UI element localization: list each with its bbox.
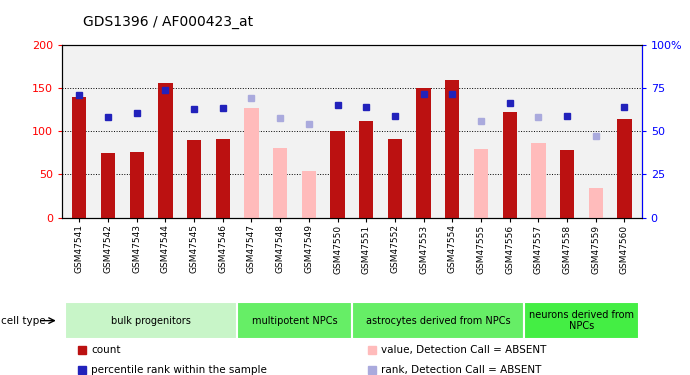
Text: neurons derived from
NPCs: neurons derived from NPCs <box>529 310 634 332</box>
Bar <box>215 139 230 218</box>
Text: value, Detection Call = ABSENT: value, Detection Call = ABSENT <box>381 345 546 355</box>
Bar <box>417 88 431 218</box>
Bar <box>524 302 639 339</box>
Bar <box>130 152 144 217</box>
Bar <box>531 143 546 218</box>
Text: bulk progenitors: bulk progenitors <box>111 316 191 326</box>
Bar <box>65 302 237 339</box>
Bar <box>388 139 402 218</box>
Text: rank, Detection Call = ABSENT: rank, Detection Call = ABSENT <box>381 365 541 375</box>
Bar <box>331 131 345 218</box>
Bar <box>244 108 259 218</box>
Text: cell type: cell type <box>1 316 46 326</box>
Bar <box>302 171 316 217</box>
Text: percentile rank within the sample: percentile rank within the sample <box>91 365 267 375</box>
Bar <box>101 153 115 218</box>
Bar <box>474 148 489 217</box>
Bar <box>273 148 287 217</box>
Bar <box>158 83 172 218</box>
Text: astrocytes derived from NPCs: astrocytes derived from NPCs <box>366 316 511 326</box>
Bar <box>560 150 574 217</box>
Bar <box>187 140 201 218</box>
Bar <box>445 80 460 218</box>
Bar <box>359 121 373 218</box>
Bar <box>502 112 517 218</box>
Bar <box>618 119 631 218</box>
Bar <box>352 302 524 339</box>
Text: multipotent NPCs: multipotent NPCs <box>252 316 337 326</box>
Text: count: count <box>91 345 121 355</box>
Text: GDS1396 / AF000423_at: GDS1396 / AF000423_at <box>83 15 253 29</box>
Bar <box>72 97 86 218</box>
Bar <box>237 302 352 339</box>
Bar <box>589 188 603 218</box>
